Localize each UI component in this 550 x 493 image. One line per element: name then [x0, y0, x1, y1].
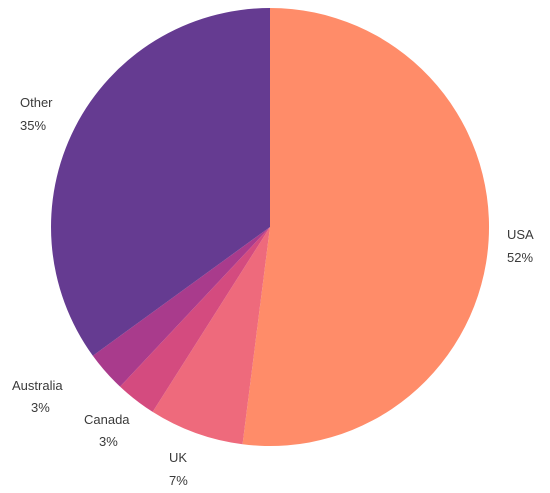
label-uk-name: UK [169, 450, 187, 465]
slice-uk [152, 227, 270, 445]
label-other-name: Other [20, 95, 53, 110]
slice-usa [242, 7, 490, 446]
label-canada-name: Canada [84, 412, 130, 427]
label-canada-value: 3% [99, 434, 118, 449]
label-usa-value: 52% [507, 250, 533, 265]
label-australia-value: 3% [31, 400, 50, 415]
pie-labels: USA 52% UK 7% Canada 3% Australia 3% Oth… [12, 95, 534, 488]
slice-australia [92, 227, 270, 387]
label-uk-value: 7% [169, 473, 188, 488]
slice-canada [120, 227, 270, 412]
pie-slices [51, 7, 490, 446]
slice-other [51, 8, 271, 356]
label-usa-name: USA [507, 227, 534, 242]
label-australia-name: Australia [12, 378, 63, 393]
label-other-value: 35% [20, 118, 46, 133]
